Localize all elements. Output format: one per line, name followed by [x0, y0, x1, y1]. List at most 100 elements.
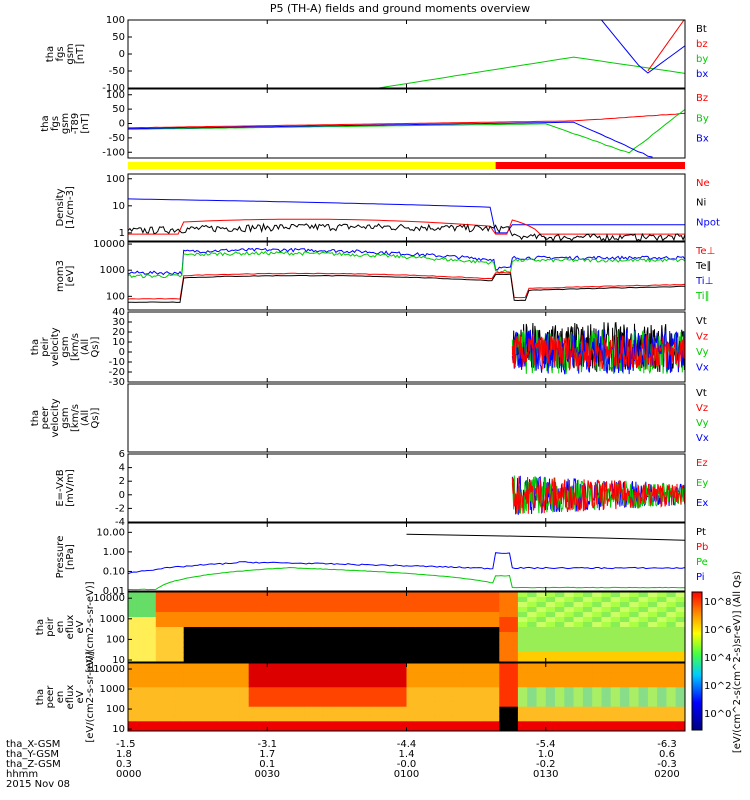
- spectrogram-cell: [267, 657, 278, 662]
- spectrogram-cell: [610, 687, 621, 693]
- spectrogram-cell: [295, 697, 305, 703]
- spectrogram-cell: [202, 612, 213, 618]
- spectrogram-cell: [165, 612, 175, 618]
- spectrogram-cell: [434, 726, 445, 731]
- spectrogram-cell: [490, 652, 500, 658]
- spectrogram-cell: [620, 627, 630, 633]
- spectrogram-cell: [267, 682, 278, 688]
- colorbar-label: [eV/(cm^2-s(cm^2-s)sr-eV)] (All Qs): [732, 571, 743, 753]
- spectrogram-cell: [629, 607, 640, 613]
- spectrogram-cell: [378, 597, 389, 603]
- plot-area-temperature: [128, 247, 685, 303]
- spectrogram-cell: [230, 672, 240, 679]
- spectrogram-cell: [620, 672, 630, 679]
- spectrogram-cell: [536, 652, 547, 658]
- spectrogram-cell: [276, 697, 287, 703]
- ephemeris-value: 1.0: [538, 749, 554, 760]
- spectrogram-cell: [675, 726, 685, 731]
- spectrogram-cell: [592, 602, 602, 608]
- spectrogram-cell: [564, 622, 575, 628]
- spectrogram-cell: [657, 642, 667, 648]
- spectrogram-cell: [508, 667, 519, 674]
- spectrogram-cell: [415, 687, 426, 693]
- spectrogram-cell: [638, 622, 649, 628]
- spectrogram-cell: [508, 632, 519, 638]
- spectrogram-cell: [582, 607, 593, 613]
- spectrogram-cell: [295, 617, 305, 623]
- spectrogram-cell: [471, 592, 482, 598]
- spectrogram-cell: [406, 632, 417, 638]
- spectrogram-cell: [332, 642, 342, 648]
- spectrogram-cell: [415, 677, 426, 683]
- spectrogram-cell: [638, 592, 649, 598]
- spectrogram-cell: [545, 622, 556, 628]
- spectrogram-cell: [397, 697, 407, 703]
- spectrogram-cell: [248, 617, 259, 623]
- spectrogram-cell: [499, 622, 510, 628]
- spectrogram-cell: [165, 711, 175, 717]
- spectrogram-cell: [220, 706, 231, 713]
- spectrogram-cell: [304, 706, 315, 713]
- spectrogram-cell: [499, 711, 510, 717]
- spectrogram-cell: [480, 612, 491, 618]
- spectrogram-cell: [582, 667, 593, 674]
- spectrogram-cell: [220, 597, 231, 603]
- spectrogram-cell: [406, 682, 417, 688]
- spectrogram-cell: [471, 687, 482, 693]
- spectrogram-cell: [647, 647, 658, 653]
- spectrogram-cell: [285, 637, 296, 643]
- spectrogram-cell: [517, 682, 528, 688]
- spectrogram-cell: [610, 612, 621, 618]
- y-axis-label-line: E=-VxB: [55, 469, 66, 506]
- spectrogram-cell: [415, 602, 426, 608]
- spectrogram-cell: [332, 706, 342, 713]
- spectrogram-cell: [220, 607, 231, 613]
- legend-Ni: Ni: [696, 198, 706, 209]
- spectrogram-cell: [443, 697, 454, 703]
- spectrogram-cell: [555, 721, 565, 727]
- spectrogram-cell: [462, 663, 472, 669]
- spectrogram-cell: [452, 622, 463, 628]
- spectrogram-cell: [527, 697, 537, 703]
- spectrogram-cell: [564, 663, 575, 669]
- spectrogram-cell: [350, 622, 361, 628]
- spectrogram-cell: [443, 711, 454, 717]
- spectrogram-cell: [304, 672, 315, 679]
- spectrogram-cell: [146, 627, 157, 633]
- spectrogram-cell: [536, 612, 547, 618]
- spectrogram-cell: [601, 726, 612, 731]
- spectrogram-cell: [508, 687, 519, 693]
- spectrogram-cell: [276, 716, 287, 722]
- spectrogram-cell: [499, 647, 510, 653]
- spectrogram-cell: [304, 692, 315, 698]
- spectrogram-cell: [165, 592, 175, 598]
- spectrogram-cell: [258, 682, 268, 688]
- y-tick-label: 10.00: [96, 527, 125, 538]
- spectrogram-cell: [573, 706, 584, 713]
- spectrogram-cell: [434, 692, 445, 698]
- spectrogram-cell: [545, 697, 556, 703]
- spectrogram-cell: [341, 687, 352, 693]
- spectrogram-cell: [657, 663, 667, 669]
- spectrogram-cell: [155, 697, 166, 703]
- spectrogram-cell: [239, 627, 250, 633]
- spectrogram-cell: [350, 647, 361, 653]
- spectrogram-cell: [304, 612, 315, 618]
- spectrogram-cell: [193, 647, 203, 653]
- spectrogram-cell: [638, 657, 649, 662]
- spectrogram-cell: [313, 657, 324, 662]
- spectrogram-cell: [508, 682, 519, 688]
- spectrogram-cell: [517, 637, 528, 643]
- spectrogram-cell: [387, 592, 398, 598]
- spectrogram-cell: [406, 592, 417, 598]
- spectrogram-cell: [211, 672, 222, 679]
- legend-Ti⊥: Ti⊥: [695, 276, 713, 287]
- ephemeris-value: -0.0: [397, 759, 417, 770]
- y-axis-label-line: en: [55, 691, 66, 704]
- spectrogram-cell: [174, 682, 185, 688]
- spectrogram-cell: [564, 602, 575, 608]
- spectrogram-cell: [285, 622, 296, 628]
- spectrogram-cell: [285, 711, 296, 717]
- spectrogram-cell: [582, 677, 593, 683]
